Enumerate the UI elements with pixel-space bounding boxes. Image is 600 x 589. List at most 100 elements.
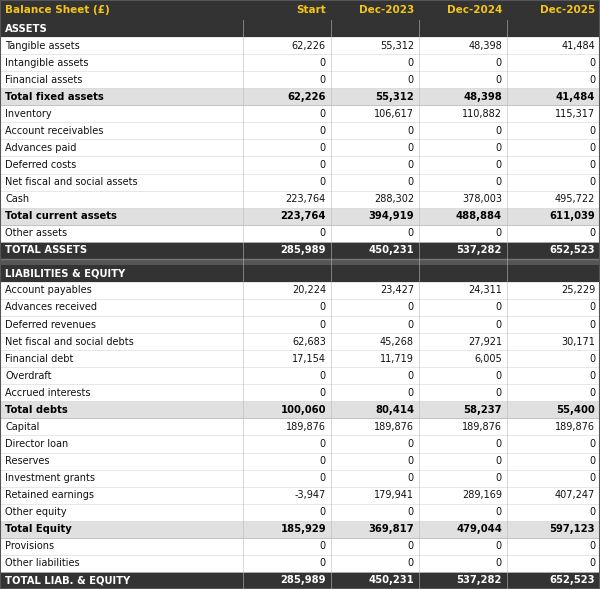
Text: 189,876: 189,876 — [286, 422, 326, 432]
Text: 0: 0 — [320, 456, 326, 466]
Text: Financial assets: Financial assets — [5, 75, 82, 85]
Text: 285,989: 285,989 — [281, 245, 326, 255]
Text: Dec-2025: Dec-2025 — [540, 5, 595, 15]
Text: 55,400: 55,400 — [556, 405, 595, 415]
Text: 0: 0 — [408, 456, 414, 466]
Text: 0: 0 — [408, 143, 414, 153]
Text: ASSETS: ASSETS — [5, 24, 48, 34]
Text: 45,268: 45,268 — [380, 337, 414, 346]
Bar — [0, 384, 600, 401]
Text: 115,317: 115,317 — [555, 109, 595, 119]
Text: 58,237: 58,237 — [464, 405, 502, 415]
Bar — [0, 504, 600, 521]
Text: Total current assets: Total current assets — [5, 211, 117, 221]
Text: 289,169: 289,169 — [462, 490, 502, 500]
Text: Retained earnings: Retained earnings — [5, 490, 94, 500]
Text: Net fiscal and social debts: Net fiscal and social debts — [5, 337, 134, 346]
Bar — [0, 191, 600, 208]
Text: 0: 0 — [408, 439, 414, 449]
Text: 179,941: 179,941 — [374, 490, 414, 500]
Text: 0: 0 — [589, 58, 595, 68]
Text: 223,764: 223,764 — [286, 194, 326, 204]
Text: TOTAL LIAB. & EQUITY: TOTAL LIAB. & EQUITY — [5, 575, 130, 585]
Bar — [0, 140, 600, 157]
Text: 30,171: 30,171 — [561, 337, 595, 346]
Text: 0: 0 — [496, 303, 502, 313]
Text: Total fixed assets: Total fixed assets — [5, 92, 104, 102]
Bar — [0, 265, 600, 282]
Text: 0: 0 — [496, 126, 502, 136]
Text: 0: 0 — [589, 75, 595, 85]
Text: 0: 0 — [589, 439, 595, 449]
Text: 0: 0 — [589, 177, 595, 187]
Text: 0: 0 — [408, 58, 414, 68]
Text: 11,719: 11,719 — [380, 353, 414, 363]
Text: 0: 0 — [589, 353, 595, 363]
Text: 41,484: 41,484 — [556, 92, 595, 102]
Text: 100,060: 100,060 — [281, 405, 326, 415]
Text: 611,039: 611,039 — [549, 211, 595, 221]
Bar — [0, 521, 600, 538]
Text: Cash: Cash — [5, 194, 29, 204]
Bar — [0, 88, 600, 105]
Text: 0: 0 — [320, 143, 326, 153]
Text: 0: 0 — [408, 473, 414, 483]
Text: 0: 0 — [408, 229, 414, 239]
Text: 80,414: 80,414 — [375, 405, 414, 415]
Text: 0: 0 — [320, 303, 326, 313]
Text: Deferred costs: Deferred costs — [5, 160, 76, 170]
Bar — [0, 572, 600, 589]
Text: 488,884: 488,884 — [456, 211, 502, 221]
Bar — [0, 157, 600, 174]
Text: 0: 0 — [320, 320, 326, 330]
Text: Accrued interests: Accrued interests — [5, 388, 91, 398]
Text: 0: 0 — [320, 177, 326, 187]
Text: 110,882: 110,882 — [462, 109, 502, 119]
Text: 537,282: 537,282 — [457, 245, 502, 255]
Text: 0: 0 — [496, 370, 502, 380]
Text: 0: 0 — [496, 58, 502, 68]
Text: 0: 0 — [496, 507, 502, 517]
Text: 27,921: 27,921 — [468, 337, 502, 346]
Text: 0: 0 — [320, 229, 326, 239]
Text: 0: 0 — [320, 126, 326, 136]
Bar — [0, 299, 600, 316]
Bar — [0, 259, 600, 265]
Bar — [0, 452, 600, 469]
Text: 0: 0 — [589, 320, 595, 330]
Bar — [0, 71, 600, 88]
Bar — [0, 282, 600, 299]
Text: 0: 0 — [589, 126, 595, 136]
Text: 0: 0 — [320, 558, 326, 568]
Text: Other equity: Other equity — [5, 507, 67, 517]
Text: 189,876: 189,876 — [374, 422, 414, 432]
Text: 23,427: 23,427 — [380, 286, 414, 296]
Text: Tangible assets: Tangible assets — [5, 41, 80, 51]
Text: Balance Sheet (£): Balance Sheet (£) — [5, 5, 110, 15]
Text: 0: 0 — [408, 160, 414, 170]
Text: -3,947: -3,947 — [295, 490, 326, 500]
Text: Capital: Capital — [5, 422, 40, 432]
Text: 0: 0 — [408, 320, 414, 330]
Text: 597,123: 597,123 — [550, 524, 595, 534]
Text: 6,005: 6,005 — [474, 353, 502, 363]
Text: 0: 0 — [320, 541, 326, 551]
Text: 495,722: 495,722 — [554, 194, 595, 204]
Bar — [0, 538, 600, 555]
Text: 369,817: 369,817 — [368, 524, 414, 534]
Text: 0: 0 — [320, 370, 326, 380]
Text: 62,683: 62,683 — [292, 337, 326, 346]
Text: Investment grants: Investment grants — [5, 473, 95, 483]
Bar — [0, 208, 600, 225]
Text: 185,929: 185,929 — [280, 524, 326, 534]
Text: 189,876: 189,876 — [555, 422, 595, 432]
Text: 0: 0 — [589, 229, 595, 239]
Text: LIABILITIES & EQUITY: LIABILITIES & EQUITY — [5, 269, 125, 279]
Bar — [0, 0, 600, 20]
Bar — [0, 105, 600, 123]
Text: 189,876: 189,876 — [462, 422, 502, 432]
Text: 0: 0 — [496, 143, 502, 153]
Text: 450,231: 450,231 — [368, 245, 414, 255]
Text: 0: 0 — [320, 388, 326, 398]
Text: 0: 0 — [496, 456, 502, 466]
